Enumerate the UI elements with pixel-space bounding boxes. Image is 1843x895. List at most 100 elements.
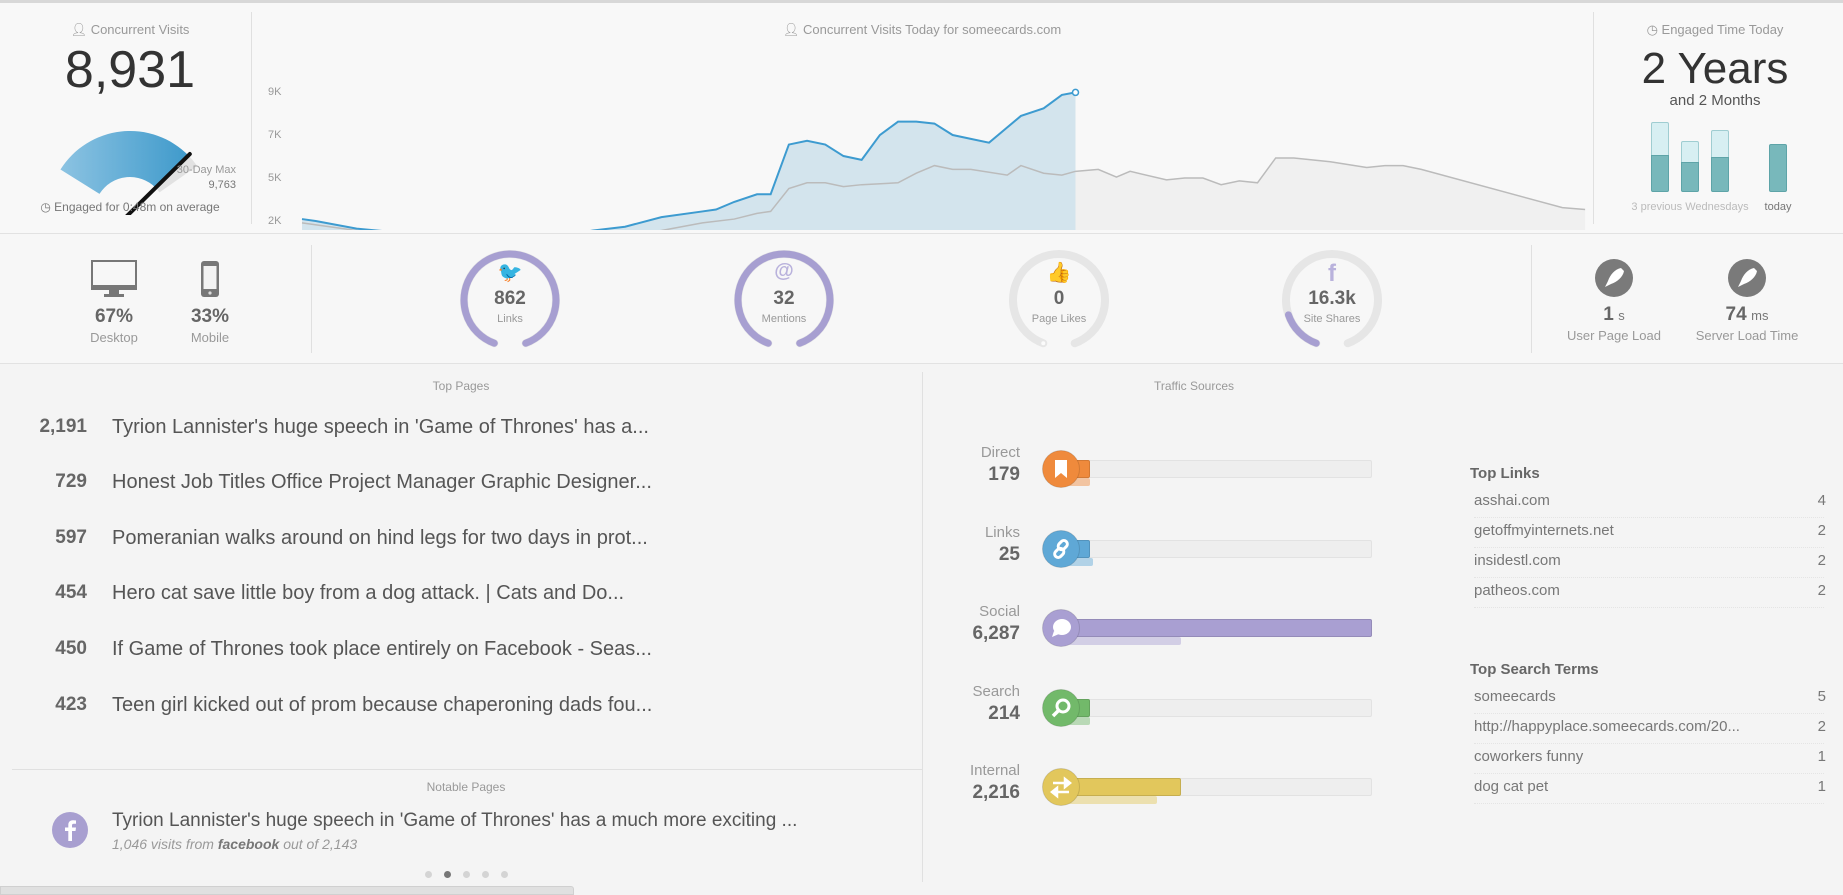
ring-progress: [1284, 311, 1320, 347]
user-icon: 👤︎: [782, 22, 803, 37]
ring-track: [1009, 250, 1109, 348]
pagination-dot[interactable]: [501, 871, 508, 878]
mobile-label: Mobile: [190, 330, 230, 345]
list-item[interactable]: insidestl.com 2: [1470, 552, 1830, 578]
pagination-dot[interactable]: [463, 871, 470, 878]
y-tick-label: 5K: [268, 172, 282, 184]
list-item[interactable]: coworkers funny 1: [1470, 748, 1830, 774]
notable-pages-title: Notable Pages: [426, 780, 506, 794]
traffic-bar-track: [1078, 460, 1372, 478]
ring-progress: [460, 250, 560, 347]
user-icon: 👤︎: [70, 22, 91, 37]
top-page-row[interactable]: 454 Hero cat save little boy from a dog a…: [0, 582, 900, 608]
divider: [1474, 713, 1824, 714]
list-item[interactable]: http://happyplace.someecards.com/20... 2: [1470, 718, 1830, 744]
top-page-title[interactable]: Honest Job Titles Office Project Manager…: [112, 471, 652, 493]
twitter-icon: 🐦: [497, 262, 523, 284]
ring-label: Mentions: [761, 313, 807, 325]
traffic-label: Search: [972, 683, 1020, 700]
social-ring-mentions: @32 Mentions: [732, 248, 836, 352]
previous-day-bar-so-far: [1711, 157, 1729, 192]
divider: [1474, 743, 1824, 744]
concurrent-visits-heading: 👤︎ Concurrent Visits: [70, 22, 190, 37]
traffic-compare-bar: [1068, 558, 1093, 566]
top-page-row[interactable]: 450 If Game of Thrones took place entirel…: [0, 638, 900, 664]
list-item[interactable]: asshai.com 4: [1470, 492, 1830, 518]
top_links-count: 2: [1817, 552, 1826, 569]
traffic-compare-bar: [1068, 796, 1158, 804]
pagination-dot[interactable]: [444, 871, 451, 878]
today-area: [302, 92, 1076, 230]
list-item[interactable]: patheos.com 2: [1470, 582, 1830, 608]
top-page-row[interactable]: 597 Pomeranian walks around on hind legs …: [0, 527, 900, 553]
ring-chart: [1282, 250, 1382, 348]
notable-page-title[interactable]: Tyrion Lannister's huge speech in 'Game …: [112, 810, 798, 831]
divider: [1593, 12, 1594, 224]
engaged-time-value: 2 Years: [1641, 44, 1789, 93]
bookmark-icon: [1042, 450, 1080, 488]
previous-days-label: 3 previous Wednesdays: [1631, 201, 1749, 213]
ring-value: 32: [773, 288, 795, 309]
top-page-title[interactable]: Tyrion Lannister's huge speech in 'Game …: [112, 416, 649, 438]
swap-icon: [1042, 768, 1080, 806]
y-tick-label: 9K: [268, 86, 282, 98]
facebook-icon: f: [1328, 260, 1336, 287]
top-page-title[interactable]: If Game of Thrones took place entirely o…: [112, 638, 652, 660]
clock-icon: ◷: [40, 200, 55, 214]
top_search-name: dog cat pet: [1474, 778, 1549, 795]
traffic-value: 25: [998, 544, 1020, 565]
top-page-title[interactable]: Hero cat save little boy from a dog atta…: [112, 582, 625, 604]
thirty-day-max-value: 9,763: [208, 179, 236, 191]
status-bar: [0, 886, 574, 895]
ring-label: Site Shares: [1303, 313, 1361, 325]
traffic-compare-bar: [1068, 478, 1090, 486]
rocket-icon: [1728, 259, 1766, 297]
divider: [1474, 803, 1824, 804]
desktop-percent: 67%: [94, 306, 134, 327]
user-page-load-label: User Page Load: [1567, 328, 1661, 343]
clock-icon: ◷: [1646, 22, 1662, 37]
top-page-count: 454: [55, 582, 87, 603]
list-item[interactable]: someecards 5: [1470, 688, 1830, 714]
rocket-icon: [1595, 259, 1633, 297]
search-icon: [1042, 689, 1080, 727]
ring-progress: [734, 250, 834, 347]
previous-day-bar-so-far: [1651, 154, 1669, 192]
today-bar: [1769, 143, 1787, 192]
facebook-icon: [52, 812, 88, 848]
top-page-title[interactable]: Pomeranian walks around on hind legs for…: [112, 527, 648, 549]
top_search-name: http://happyplace.someecards.com/20...: [1474, 718, 1740, 735]
gauge-needle: [125, 152, 192, 215]
top_search-name: someecards: [1474, 688, 1556, 705]
ring-value: 16.3k: [1308, 288, 1356, 309]
at-icon: @: [774, 260, 794, 282]
top_search-count: 1: [1817, 748, 1826, 765]
traffic-bar-fill: [1068, 619, 1372, 637]
top-page-row[interactable]: 2,191 Tyrion Lannister's huge speech in '…: [0, 416, 900, 442]
current-point: [1071, 88, 1080, 97]
ring-label: Page Likes: [1031, 313, 1087, 325]
link-icon: [1042, 530, 1080, 568]
divider: [1474, 547, 1824, 548]
list-item[interactable]: getoffmyinternets.net 2: [1470, 522, 1830, 548]
top-page-row[interactable]: 729 Honest Job Titles Office Project Mana…: [0, 471, 900, 497]
server-load-time-label: Server Load Time: [1695, 328, 1799, 343]
top-page-title[interactable]: Teen girl kicked out of prom because cha…: [112, 694, 653, 716]
divider: [251, 12, 252, 224]
top-page-count: 423: [55, 694, 87, 715]
ring-value: 862: [494, 288, 526, 309]
top-page-row[interactable]: 423 Teen girl kicked out of prom because …: [0, 694, 900, 720]
concurrent-visits-chart: 2K5K7K9K24:006:0012:0018:00: [268, 86, 1586, 230]
traffic-bar-fill: [1068, 778, 1181, 796]
divider: [1531, 245, 1532, 353]
pagination-dot[interactable]: [482, 871, 489, 878]
ring-chart: [1009, 250, 1109, 348]
concurrent-visits-value: 8,931: [64, 41, 196, 99]
top_links-count: 2: [1817, 582, 1826, 599]
list-item[interactable]: dog cat pet 1: [1470, 778, 1830, 804]
user-page-load-value: 1 s: [1603, 304, 1625, 325]
today-label: today: [1764, 201, 1792, 213]
ring-label: Links: [497, 313, 523, 325]
pagination-dot[interactable]: [425, 871, 432, 878]
top-links-title: Top Links: [1470, 465, 1540, 482]
